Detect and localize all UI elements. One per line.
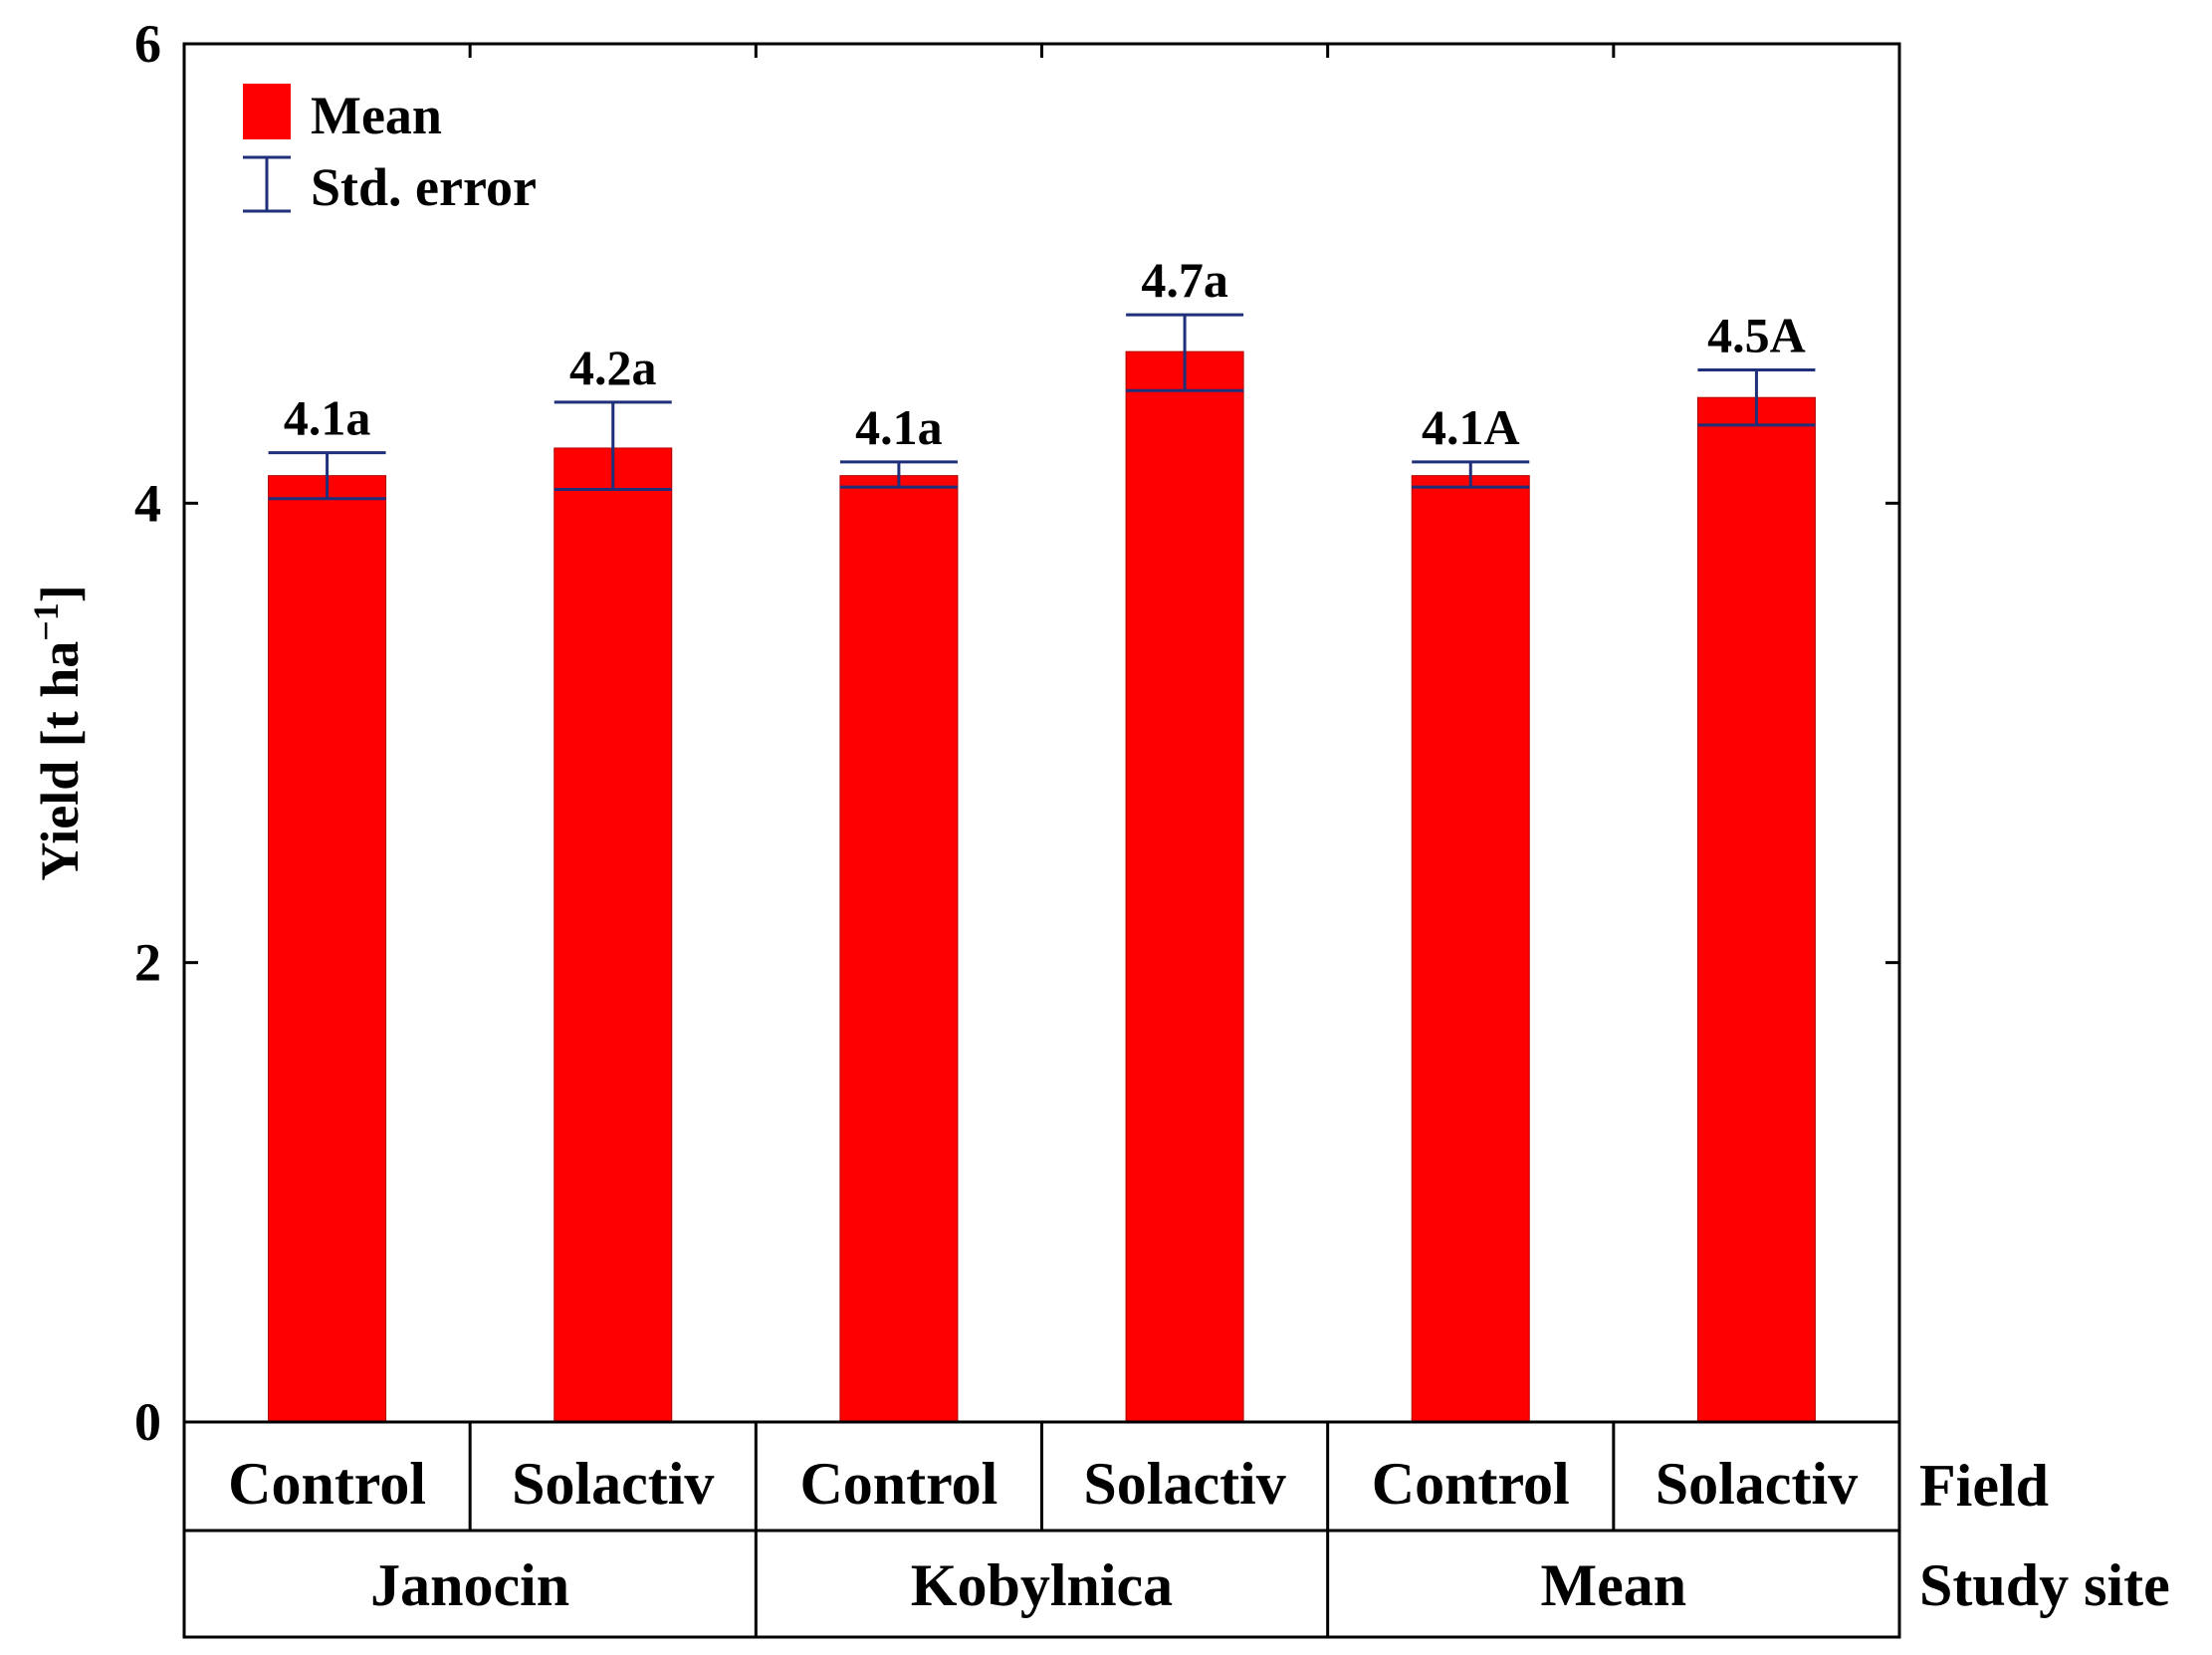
data-label: 4.7a: [1141, 252, 1228, 308]
error-bar: [1126, 313, 1244, 392]
category-table: Control Solactiv Control Solactiv Control Sol…: [182, 1420, 1901, 1639]
category-label: Solactiv: [512, 1451, 714, 1517]
legend-label-mean: Mean: [311, 86, 442, 145]
category-label: Control: [799, 1451, 997, 1517]
group-label: Janocin: [370, 1552, 569, 1618]
error-bar: [553, 400, 672, 491]
error-bar: [839, 460, 958, 489]
category-label: Control: [1372, 1451, 1570, 1517]
legend: Mean Std. error: [243, 84, 537, 217]
category-label: Control: [228, 1451, 426, 1517]
bar: [268, 475, 387, 1423]
error-bars: [268, 313, 1816, 501]
data-label: 4.1a: [284, 390, 371, 446]
y-tick-label: 6: [134, 14, 161, 74]
y-axis-label-close: ]: [30, 585, 90, 602]
legend-swatch-std-error: [243, 155, 291, 213]
bar: [1125, 351, 1244, 1423]
bar: [839, 475, 959, 1423]
group-label: Mean: [1541, 1552, 1687, 1618]
y-tick-label: 0: [134, 1392, 161, 1452]
bars: [268, 351, 1816, 1423]
y-tick-label: 4: [134, 473, 161, 533]
error-bar: [1697, 368, 1816, 427]
group-label: Kobylnica: [911, 1552, 1173, 1618]
category-label: Solactiv: [1083, 1451, 1285, 1517]
category-label: Solactiv: [1656, 1451, 1858, 1517]
y-axis-label-superscript: −1: [26, 602, 66, 641]
bar: [1696, 396, 1816, 1423]
data-label: 4.1A: [1422, 399, 1520, 455]
bar: [1411, 475, 1530, 1423]
data-label: 4.2a: [569, 340, 657, 395]
error-bar: [268, 451, 386, 501]
plot-frame: [182, 42, 1901, 1424]
y-axis-ticks: 0 2 4 6: [134, 14, 1899, 1452]
row-label-study-site: Study site: [1919, 1552, 2170, 1618]
y-tick-label: 2: [134, 933, 161, 993]
data-labels: 4.1a 4.2a 4.1a 4.7a 4.1A 4.5A: [284, 252, 1806, 455]
data-label: 4.1a: [855, 399, 943, 455]
legend-label-std-error: Std. error: [311, 157, 537, 217]
legend-swatch-mean: [243, 84, 291, 139]
y-axis-label: Yield [t ha−1]: [26, 585, 90, 881]
row-label-field: Field: [1919, 1453, 2049, 1519]
error-bar: [1412, 460, 1530, 489]
bar: [553, 447, 673, 1423]
data-label: 4.5A: [1707, 308, 1806, 363]
